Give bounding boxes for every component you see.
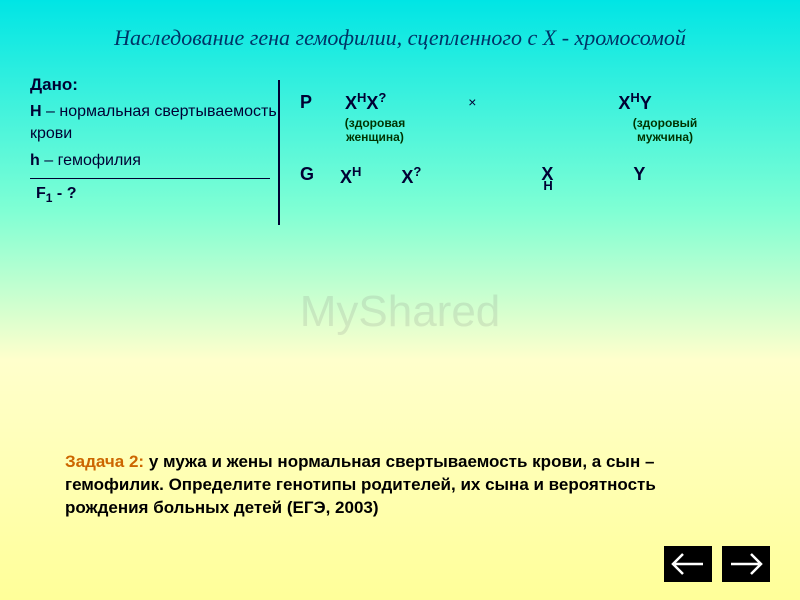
nav-arrows [664,546,770,582]
x2: X [366,93,378,113]
arrow-left-icon [671,552,705,576]
mother-genotype: XHX? [345,90,386,114]
divider-horizontal [30,178,270,179]
s1: H [357,90,366,105]
watermark: MyShared [300,287,501,337]
parental-row: P XHX? × XHY [300,90,760,114]
f1-question: F1 - ? [30,185,280,205]
x1: X [345,93,357,113]
divider-vertical [278,80,280,225]
gf1s: H [543,178,552,193]
next-button[interactable] [722,546,770,582]
gf2b: Y [633,164,645,184]
text-H: – нормальная свертываемость крови [30,103,277,142]
gamete-f1: X H [541,164,553,185]
task-text: у мужа и жены нормальная свертываемость … [65,452,656,517]
gamete-m2: X? [401,164,421,188]
fs1: H [630,90,639,105]
sym-H: H [30,103,42,120]
text-h: – гемофилия [44,152,141,169]
s2: ? [378,90,386,105]
given-section: Дано: H – нормальная свертываемость кров… [30,75,280,205]
task-label: Задача 2: [65,452,149,471]
gamete-f2: Y [633,164,645,185]
fx1: X [618,93,630,113]
gm1s: H [352,164,361,179]
prev-button[interactable] [664,546,712,582]
given-label: Дано: [30,75,280,95]
g-label: G [300,164,330,185]
page-title: Наследование гена гемофилии, сцепленного… [0,0,800,51]
gm2s: ? [413,164,421,179]
mother-desc: (здоровая женщина) [330,116,420,144]
gametes-row: G XH X? X H Y [300,164,760,188]
given-h: h – гемофилия [30,150,280,172]
father-desc: (здоровый мужчина) [620,116,710,144]
fy: Y [640,93,652,113]
cross-area: P XHX? × XHY (здоровая женщина) (здоровы… [300,90,760,188]
cross-sign: × [466,94,478,110]
given-H: H – нормальная свертываемость крови [30,101,280,144]
desc-row: (здоровая женщина) (здоровый мужчина) [300,116,760,144]
gm1b: X [340,167,352,187]
task-block: Задача 2: у мужа и жены нормальная сверт… [65,451,705,520]
f1-q: - ? [52,185,76,202]
sym-h: h [30,152,40,169]
father-genotype: XHY [618,90,651,114]
gm2b: X [401,167,413,187]
p-label: P [300,92,330,113]
f1-letter: F [36,185,46,202]
arrow-right-icon [729,552,763,576]
gamete-m1: XH [340,164,361,188]
